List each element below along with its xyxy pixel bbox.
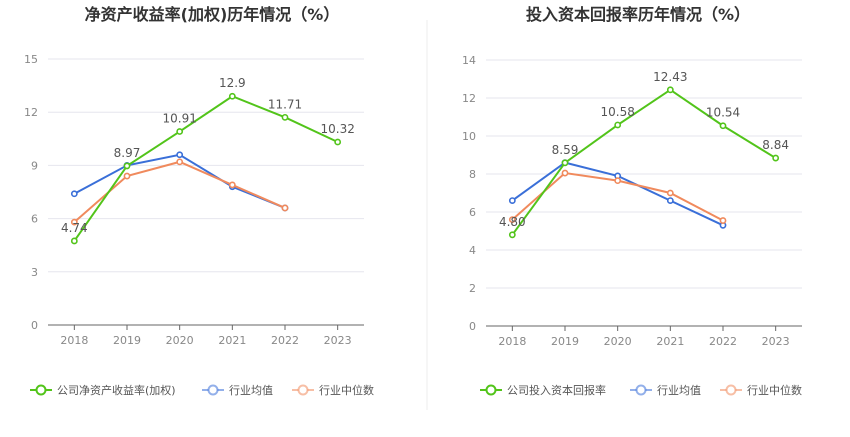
roe-series-line-industry_median	[73, 160, 286, 223]
roe-point-company	[334, 138, 342, 146]
roic-legend-marker-industry_avg	[635, 384, 647, 396]
roe-legend-label-industry_median: 行业中位数	[319, 383, 374, 397]
roic-y-tick-label: 0	[469, 320, 476, 333]
roe-point-company	[176, 128, 184, 135]
roe-y-tick-label: 15	[24, 53, 38, 66]
roe-y-tick-label: 12	[24, 106, 38, 119]
roe-legend-marker-industry_avg	[207, 384, 219, 396]
roic-x-tick-label: 2022	[709, 335, 737, 348]
roe-point-industry_median	[70, 218, 78, 226]
roe-point-industry_median	[228, 181, 236, 189]
roe-y-tick-label: 6	[31, 213, 38, 226]
roe-legend-marker-industry_median	[297, 384, 309, 396]
roe-point-company	[228, 92, 236, 100]
roe-chart-title: 净资产收益率(加权)历年情况（%）	[85, 5, 340, 24]
roic-data-label: 10.54	[706, 106, 740, 120]
roic-plot-area: 0 2 4 6 8 10 12 14 2018 2019 2020 2021 2022 2023 4.80 8…	[462, 54, 802, 348]
roic-y-tick-label: 6	[469, 206, 476, 219]
roe-x-tick-label: 2021	[218, 334, 246, 347]
roic-y-tick-label: 10	[462, 130, 476, 143]
roic-series-line-company	[511, 88, 777, 236]
roic-point-company	[614, 121, 622, 129]
roic-y-tick-label: 2	[469, 282, 476, 295]
roe-data-label: 8.97	[114, 146, 141, 160]
roic-legend-label-industry_avg: 行业均值	[657, 384, 701, 397]
roe-x-tick-label: 2023	[324, 334, 352, 347]
roic-x-tick-label: 2020	[604, 335, 632, 348]
roic-series-line-industry_avg	[511, 161, 724, 227]
roe-data-label: 10.32	[320, 122, 354, 136]
roic-data-label: 4.80	[499, 215, 526, 229]
roe-x-tick-label: 2018	[60, 334, 88, 347]
roic-y-tick-label: 8	[469, 168, 476, 181]
roic-legend: 公司投入资本回报率 行业均值 行业中位数	[480, 383, 802, 397]
roe-legend-label-industry_avg: 行业均值	[229, 384, 273, 397]
roe-point-industry_median	[176, 158, 184, 166]
roic-chart: 投入资本回报率历年情况（%） 0 2 4 6 8 10 12 14 2018 2019 2020 20…	[462, 5, 802, 397]
roe-series-line-company	[73, 95, 339, 242]
roe-point-industry_avg	[176, 151, 184, 159]
roe-y-tick-label: 0	[31, 319, 38, 332]
roe-chart: 净资产收益率(加权)历年情况（%） 0 3 6 9 12 15 2018 2019 2020 20…	[24, 5, 374, 397]
roic-point-industry_median	[561, 169, 569, 177]
roic-data-label: 8.59	[552, 143, 579, 157]
roic-y-tick-label: 14	[462, 54, 476, 67]
roe-data-label: 11.71	[268, 97, 302, 111]
roe-legend-marker-company	[35, 384, 47, 396]
roic-x-tick-label: 2021	[656, 335, 684, 348]
roic-point-industry_avg	[508, 197, 516, 204]
roe-plot-area: 0 3 6 9 12 15 2018 2019 2020 2021 2022 2023 4.74 8.97…	[24, 53, 364, 347]
roic-x-tick-label: 2023	[762, 335, 790, 348]
roe-data-label: 10.91	[162, 112, 196, 126]
roic-legend-marker-industry_median	[725, 384, 737, 396]
roe-data-label: 12.9	[219, 76, 246, 90]
roic-data-label: 12.43	[653, 70, 687, 84]
roic-point-industry_median	[666, 189, 674, 197]
roic-point-industry_avg	[666, 197, 674, 204]
roe-point-company	[70, 237, 78, 245]
roic-chart-title: 投入资本回报率历年情况（%）	[526, 5, 750, 24]
roic-point-industry_median	[508, 216, 516, 223]
roe-x-tick-label: 2020	[166, 334, 194, 347]
roic-point-company	[561, 159, 569, 167]
roe-point-company	[123, 162, 131, 170]
roe-point-industry_median	[281, 204, 289, 212]
roe-x-tick-label: 2019	[113, 334, 141, 347]
roic-x-tick-label: 2018	[498, 335, 526, 348]
roe-data-label: 4.74	[61, 221, 88, 235]
roic-y-tick-label: 12	[462, 92, 476, 105]
roic-point-company	[666, 86, 674, 94]
roe-legend: 公司净资产收益率(加权) 行业均值 行业中位数	[30, 383, 374, 397]
roe-y-tick-label: 9	[31, 159, 38, 172]
roic-x-tick-label: 2019	[551, 335, 579, 348]
roe-point-industry_median	[123, 172, 131, 180]
roe-y-tick-label: 3	[31, 266, 38, 279]
roic-point-company	[719, 122, 727, 130]
roic-legend-label-industry_median: 行业中位数	[747, 383, 802, 397]
roic-data-label: 8.84	[762, 138, 789, 152]
roic-point-company	[772, 154, 780, 162]
roe-x-tick-label: 2022	[271, 334, 299, 347]
roe-legend-label-company: 公司净资产收益率(加权)	[57, 383, 176, 397]
roic-point-company	[508, 231, 516, 239]
roic-y-tick-label: 4	[469, 244, 476, 257]
roe-point-industry_avg	[70, 190, 78, 198]
roic-legend-label-company: 公司投入资本回报率	[507, 383, 606, 397]
roic-point-industry_median	[614, 177, 622, 185]
roic-legend-marker-company	[485, 384, 497, 396]
roic-data-label: 10.58	[600, 105, 634, 119]
roic-point-industry_median	[719, 217, 727, 224]
roe-point-company	[281, 113, 289, 121]
